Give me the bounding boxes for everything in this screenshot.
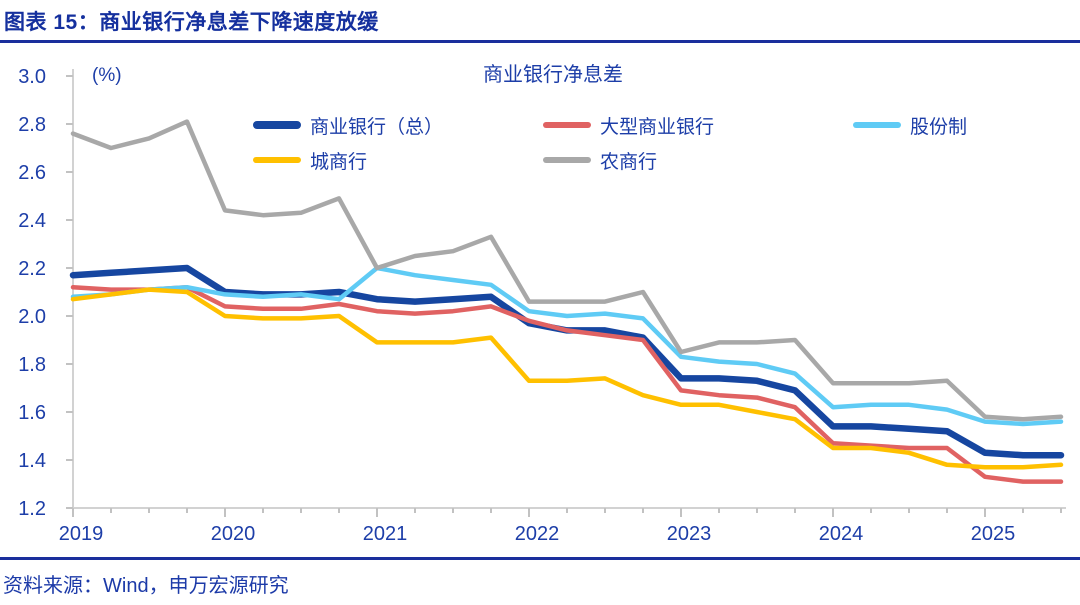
y-tick-label: 1.4 [18,450,46,472]
y-tick-label: 2.0 [18,306,46,328]
y-unit-label: (%) [92,65,122,86]
figure-title: 图表 15：商业银行净息差下降速度放缓 [4,11,379,34]
figure-source: 资料来源：Wind，申万宏源研究 [3,575,289,597]
x-year-label: 2025 [971,523,1016,545]
chart-title: 商业银行净息差 [483,63,623,86]
y-tick-label: 2.6 [18,162,46,184]
y-tick-label: 3.0 [18,66,46,88]
y-tick-label: 1.2 [18,498,46,520]
line-series-4 [70,119,1064,422]
y-tick-label: 1.6 [18,402,46,424]
line-series-3 [70,287,1064,470]
y-tick-label: 2.2 [18,258,46,280]
line-series-0 [69,264,1065,459]
line-series-2 [70,265,1064,427]
x-year-label: 2023 [667,523,712,545]
x-year-label: 2019 [59,523,104,545]
title-underline [0,40,1080,43]
x-year-label: 2022 [515,523,560,545]
x-year-label: 2020 [211,523,256,545]
y-tick-label: 2.4 [18,210,46,232]
line-series-1 [70,284,1064,484]
x-year-label: 2021 [363,523,408,545]
y-tick-label: 1.8 [18,354,46,376]
bottom-divider [0,557,1080,560]
y-tick-label: 2.8 [18,114,46,136]
x-year-label: 2024 [819,523,864,545]
